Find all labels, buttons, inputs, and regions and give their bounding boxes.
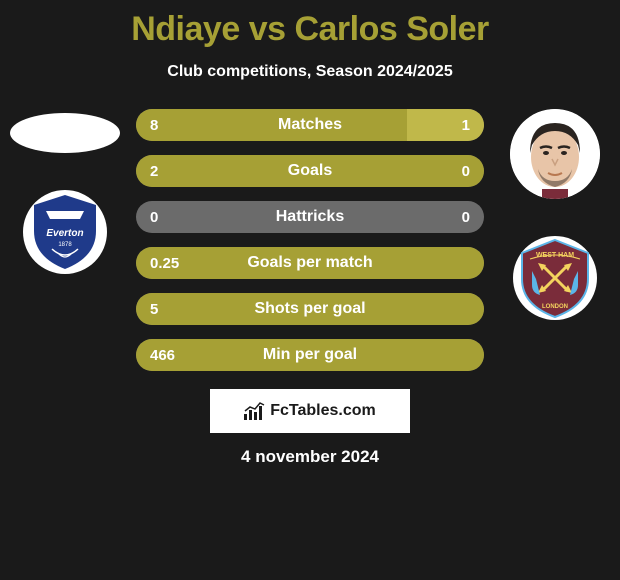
stat-label: Goals per match: [136, 254, 484, 272]
stat-row: 466Min per goal: [136, 339, 484, 371]
watermark-text: FcTables.com: [270, 402, 376, 420]
stat-label: Min per goal: [136, 346, 484, 364]
svg-text:Everton: Everton: [46, 228, 83, 239]
stat-row: 0Hattricks0: [136, 201, 484, 233]
stat-right-value: 1: [462, 117, 470, 134]
stat-label: Goals: [136, 162, 484, 180]
svg-text:LONDON: LONDON: [542, 304, 568, 310]
right-column: WEST HAM LONDON: [490, 109, 620, 321]
stat-row: 2Goals0: [136, 155, 484, 187]
stat-right-value: 0: [462, 209, 470, 226]
stat-row: 5Shots per goal: [136, 293, 484, 325]
player2-club-badge: WEST HAM LONDON: [512, 235, 598, 321]
player2-name: Carlos Soler: [294, 10, 488, 48]
stat-row: 8Matches1: [136, 109, 484, 141]
subtitle: Club competitions, Season 2024/2025: [0, 63, 620, 81]
svg-text:1878: 1878: [58, 242, 72, 248]
date-label: 4 november 2024: [0, 447, 620, 467]
player1-club-badge: Everton 1878: [22, 189, 108, 275]
stats-bars: 8Matches12Goals00Hattricks00.25Goals per…: [136, 109, 484, 371]
player1-name: Ndiaye: [131, 10, 240, 48]
watermark: FcTables.com: [210, 389, 410, 433]
stat-label: Shots per goal: [136, 300, 484, 318]
svg-text:WEST HAM: WEST HAM: [536, 252, 574, 259]
main-panel: Everton 1878: [0, 109, 620, 371]
comparison-title: Ndiaye vs Carlos Soler: [0, 0, 620, 49]
stat-label: Matches: [136, 116, 484, 134]
stat-right-value: 0: [462, 163, 470, 180]
stat-row: 0.25Goals per match: [136, 247, 484, 279]
chart-icon: [244, 402, 266, 420]
player1-photo: [10, 113, 120, 153]
left-column: Everton 1878: [0, 109, 130, 275]
stat-label: Hattricks: [136, 208, 484, 226]
vs-text: vs: [249, 10, 295, 48]
player2-photo: [510, 109, 600, 199]
